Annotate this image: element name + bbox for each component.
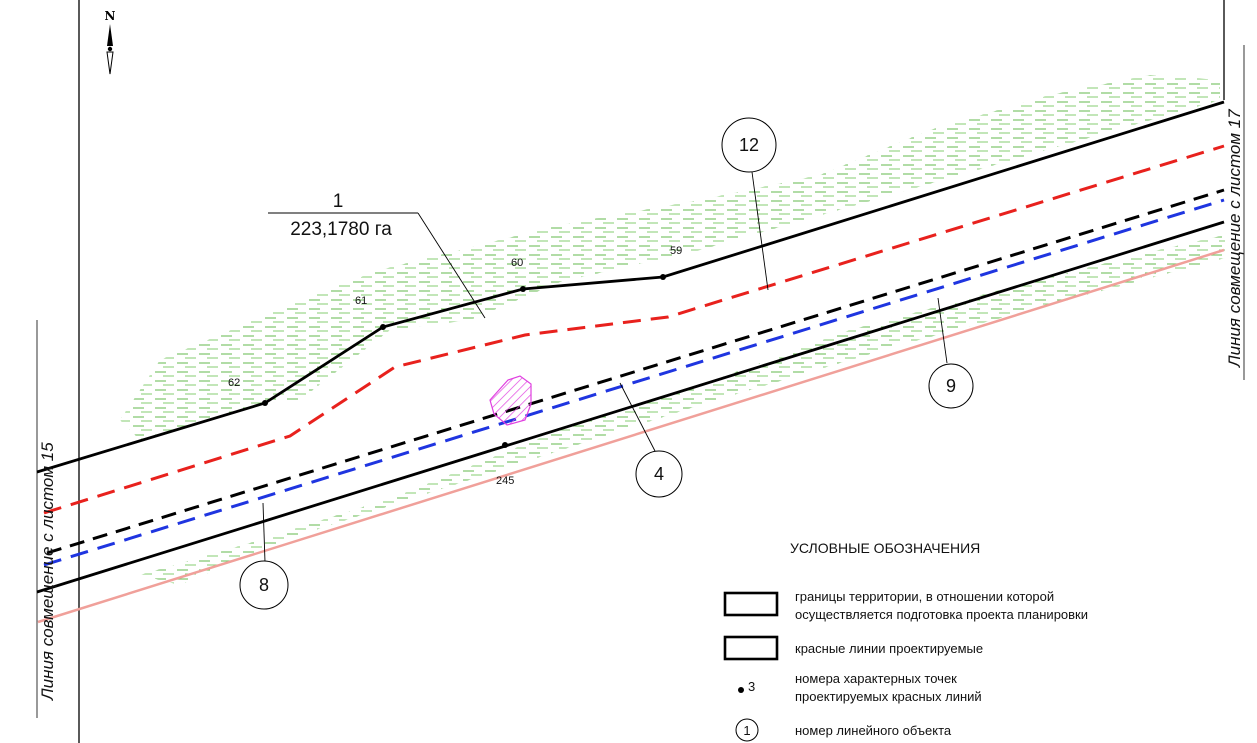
north-label: N xyxy=(105,9,116,23)
parcel-leader xyxy=(417,212,486,319)
point-label-59: 59 xyxy=(670,245,682,257)
callout-circle-4 xyxy=(635,450,683,498)
parcel-area: 223,1780 га xyxy=(290,219,392,240)
point-245 xyxy=(502,442,508,448)
point-59 xyxy=(660,274,666,280)
callout-circle-9 xyxy=(928,363,974,409)
callout-leader-9 xyxy=(937,297,948,364)
legend-object-circle-icon xyxy=(735,718,759,742)
black-line-dashed xyxy=(46,188,1225,555)
callout-leader-8 xyxy=(262,502,266,563)
callout-circle-12 xyxy=(721,117,777,173)
callout-leader-4 xyxy=(619,382,656,452)
point-62 xyxy=(262,400,268,406)
legend-boundary-line2: осуществляется подготовка проекта планир… xyxy=(795,607,1088,622)
red-line-dashed xyxy=(43,144,1225,515)
vegetation-area-south xyxy=(140,235,1225,585)
legend-title: УСЛОВНЫЕ ОБОЗНАЧЕНИЯ xyxy=(790,540,980,556)
callout-leader-12 xyxy=(751,171,769,291)
point-60 xyxy=(520,286,526,292)
blue-line-dashed xyxy=(43,198,1225,567)
legend-point-sample: 3 xyxy=(748,679,755,694)
legend-object-text: номер линейного объекта xyxy=(795,723,952,738)
callout-number-8: 8 xyxy=(259,575,269,595)
point-61 xyxy=(380,324,386,330)
territory-boundary-south xyxy=(36,220,1225,594)
legend-points-line1: номера характерных точек xyxy=(795,671,957,686)
pink-line xyxy=(37,248,1225,624)
legend-point-icon xyxy=(738,687,744,693)
north-arrow-icon: N xyxy=(105,9,116,75)
callout-circle-8 xyxy=(239,560,289,610)
callout-number-9: 9 xyxy=(946,376,956,396)
point-label-60: 60 xyxy=(511,257,523,269)
callout-number-4: 4 xyxy=(654,464,664,484)
point-label-245: 245 xyxy=(496,475,514,487)
vegetation-area-north xyxy=(120,75,1220,440)
hatched-object xyxy=(489,375,532,426)
legend-boundary-swatch xyxy=(723,591,779,617)
legend-redline-swatch xyxy=(723,635,779,661)
legend-points-line2: проектируемых красных линий xyxy=(795,689,982,704)
territory-boundary-north xyxy=(36,100,1225,474)
legend-boundary-line1: границы территории, в отношении которой xyxy=(795,589,1054,604)
legend-redline-text: красные линии проектируемые xyxy=(795,641,983,656)
callout-number-12: 12 xyxy=(739,135,759,155)
point-label-61: 61 xyxy=(355,295,367,307)
legend: УСЛОВНЫЕ ОБОЗНАЧЕНИЯ границы территории,… xyxy=(723,540,1088,742)
legend-object-sample: 1 xyxy=(743,723,750,738)
match-label-left: Линия совмещение с листом 15 xyxy=(38,442,57,701)
parcel-number: 1 xyxy=(333,191,344,212)
match-label-right: Линия совмещение с листом 17 xyxy=(1225,109,1244,368)
point-label-62: 62 xyxy=(228,377,240,389)
